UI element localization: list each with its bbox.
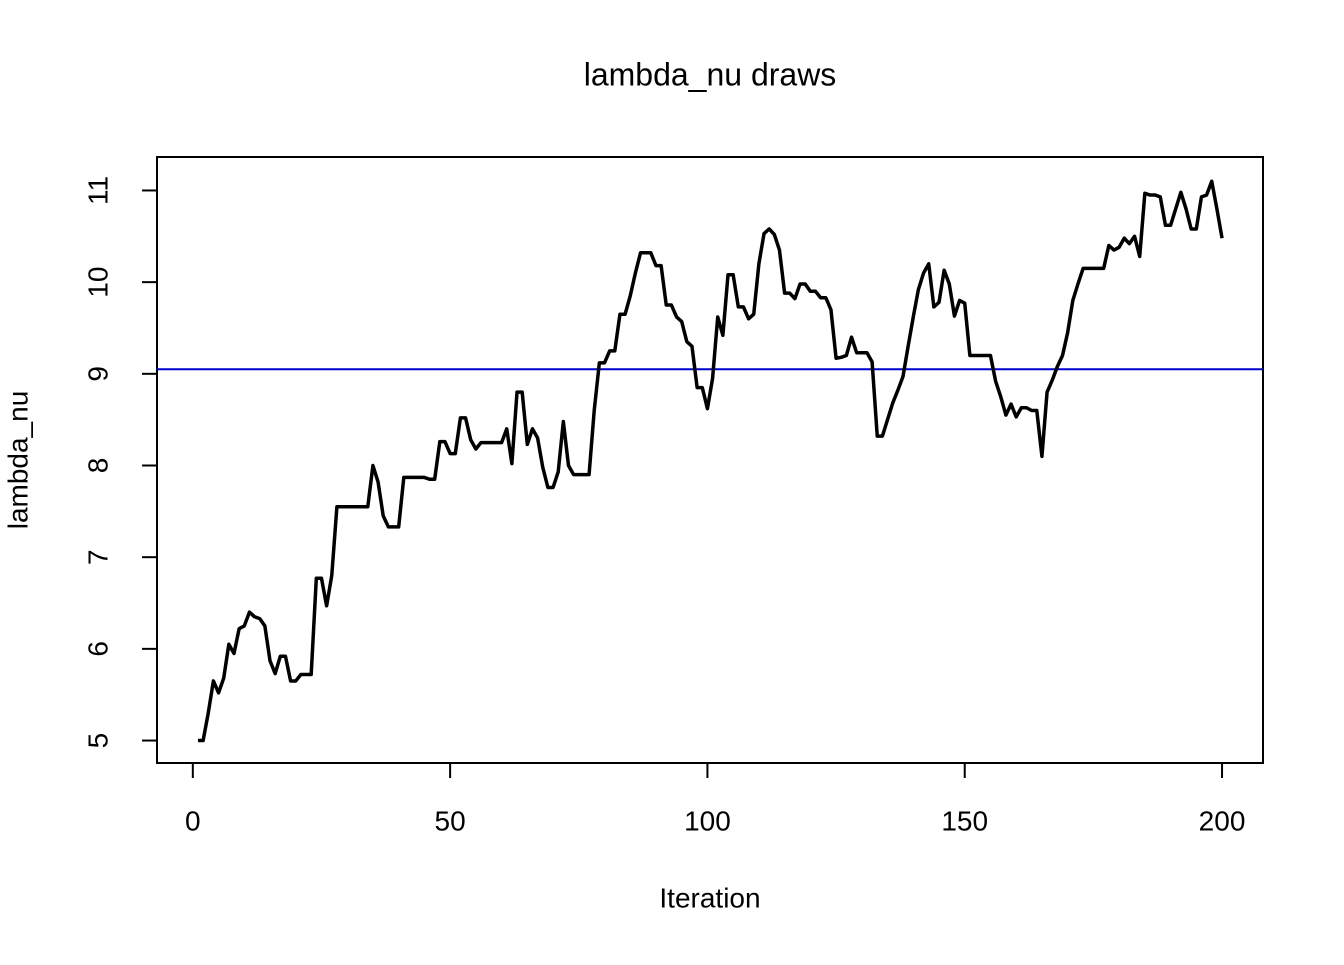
y-tick-label: 5 (82, 733, 113, 749)
chart-title: lambda_nu draws (584, 56, 837, 92)
x-tick-label: 50 (435, 805, 466, 836)
y-tick-label: 11 (82, 176, 113, 205)
data-line (197, 179, 1224, 743)
y-tick-label: 8 (82, 458, 113, 474)
y-tick-label: 6 (82, 641, 113, 657)
y-tick-label: 9 (82, 366, 113, 382)
x-axis-label: Iteration (659, 882, 760, 913)
x-tick-label: 100 (684, 805, 731, 836)
x-tick-label: 200 (1199, 805, 1246, 836)
x-tick-label: 0 (185, 805, 201, 836)
plot-frame (156, 156, 1264, 764)
y-tick-label: 10 (82, 267, 113, 298)
x-tick-label: 150 (941, 805, 988, 836)
y-tick-label: 7 (82, 549, 113, 565)
y-axis-label: lambda_nu (2, 391, 33, 530)
